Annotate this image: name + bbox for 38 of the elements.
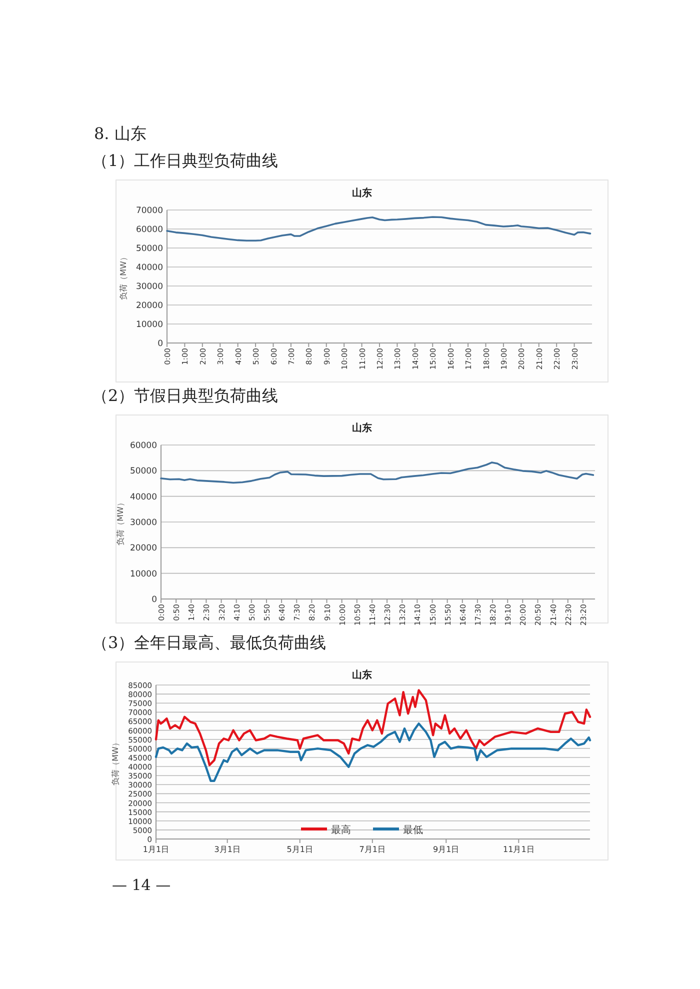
y-tick-label: 50000 bbox=[130, 466, 157, 477]
x-tick-label: 3月1日 bbox=[214, 845, 240, 854]
legend-label: 最低 bbox=[403, 825, 423, 836]
chart-title: 山东 bbox=[352, 422, 372, 434]
y-tick-label: 10000 bbox=[130, 569, 157, 580]
x-tick-label: 1月1日 bbox=[142, 845, 170, 854]
y-tick-label: 50000 bbox=[136, 244, 163, 254]
x-tick-label: 9月1日 bbox=[433, 845, 460, 854]
x-tick-label: 5月1日 bbox=[286, 845, 313, 854]
y-tick-label: 20000 bbox=[130, 544, 157, 554]
text: （2）节假日典型负荷曲线 bbox=[92, 386, 278, 405]
legend-label: 最高 bbox=[331, 824, 351, 836]
y-tick-label: 0 bbox=[158, 339, 163, 349]
chart-title: 山东 bbox=[352, 187, 372, 199]
x-tick-label: 7月1日 bbox=[359, 845, 386, 854]
line-series bbox=[154, 689, 592, 766]
y-tick-label: 20000 bbox=[136, 301, 163, 311]
y-tick-label: 30000 bbox=[130, 518, 157, 528]
y-tick-label: 70000 bbox=[136, 206, 163, 216]
y-axis-title: 负荷（MW） bbox=[119, 253, 128, 300]
y-tick-label: 40000 bbox=[130, 492, 157, 502]
y-tick-label: 30000 bbox=[136, 282, 163, 292]
y-tick-label: 60000 bbox=[136, 225, 163, 235]
y-tick-label: 40000 bbox=[136, 263, 163, 273]
y-axis-title: 负荷（MW） bbox=[111, 738, 120, 786]
x-tick-label: 11月1日 bbox=[503, 845, 534, 854]
text: — 14 — bbox=[112, 876, 171, 894]
line-series bbox=[154, 722, 592, 782]
y-tick-label: 0 bbox=[152, 595, 157, 605]
line-series bbox=[166, 216, 592, 242]
text: 8. 山东 bbox=[94, 124, 146, 143]
y-tick-label: 10000 bbox=[136, 320, 163, 330]
text: （3）全年日最高、最低负荷曲线 bbox=[92, 633, 326, 652]
text: （1）工作日典型负荷曲线 bbox=[92, 151, 278, 170]
y-axis-title: 负荷（MW） bbox=[116, 498, 125, 546]
chart-title: 山东 bbox=[352, 669, 372, 681]
line-series bbox=[160, 462, 594, 484]
y-tick-label: 60000 bbox=[130, 441, 157, 451]
